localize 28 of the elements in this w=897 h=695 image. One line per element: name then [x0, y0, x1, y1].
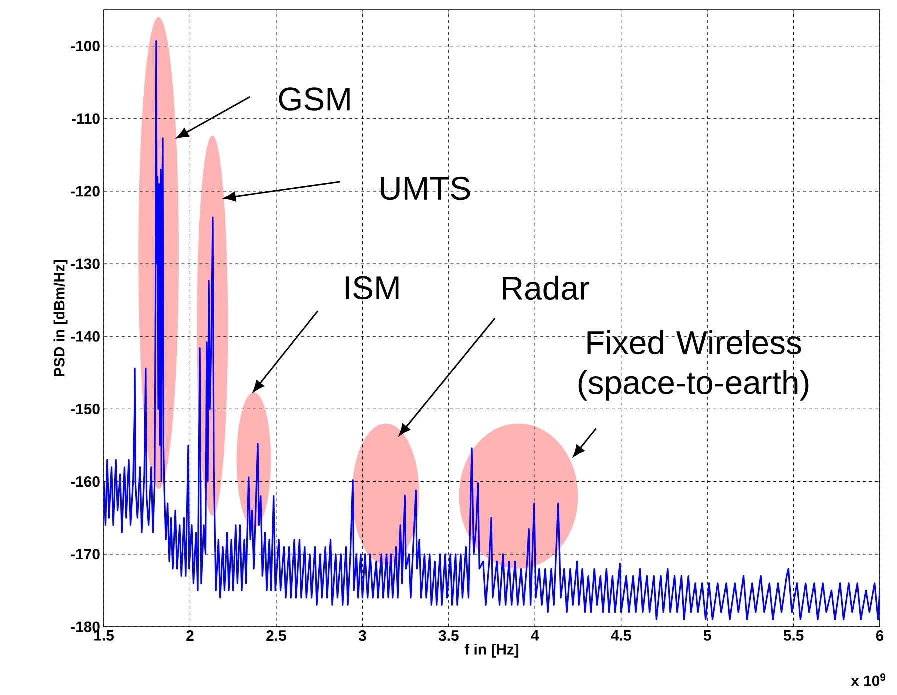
y-tick-label: -110 [72, 114, 100, 124]
x-tick-label: 4 [531, 630, 540, 641]
x-tick-label: 2.5 [266, 630, 286, 642]
line-series [104, 40, 880, 621]
y-tick-label: -160 [71, 476, 100, 488]
annotation: Radar [503, 276, 590, 300]
y-axis-title: PSD in [dBm/Hz] [54, 260, 68, 376]
x-tick-label: 5.5 [784, 630, 804, 641]
annotation: ISM [346, 276, 399, 300]
annotation: UMTS [381, 176, 470, 200]
y-tick-label: -170 [71, 549, 100, 560]
text: x 10$^{9}$ [851, 674, 886, 686]
annotation: Fixed Wireless (space-to-earth) [578, 330, 809, 401]
x-tick-label: 1.5 [94, 630, 114, 641]
y-tick-label: -140 [71, 331, 100, 342]
y-tick-label: -180 [71, 622, 100, 632]
y-tick-label: -130 [71, 258, 100, 270]
y-tick-label: -120 [71, 186, 100, 197]
y-tick-label: -100 [71, 40, 100, 52]
x-tick-label: 5 [704, 630, 712, 641]
x-tick-label: 4.5 [611, 630, 632, 641]
x-tick-label: 2 [186, 630, 194, 641]
x-tick-label: 3 [358, 630, 366, 642]
x-axis-title: f in [Hz] [464, 644, 519, 658]
annotation: GSM [279, 88, 350, 111]
x-tick-label: 3.5 [438, 630, 459, 642]
y-tick-label: -150 [71, 404, 100, 415]
x-tick-label: 6 [876, 630, 884, 642]
